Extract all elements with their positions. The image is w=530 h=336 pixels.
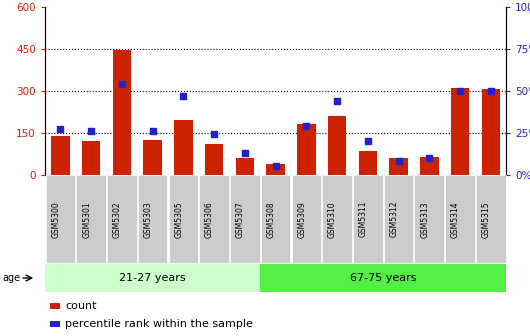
Point xyxy=(87,128,95,134)
Point xyxy=(56,127,65,132)
Text: GSM5301: GSM5301 xyxy=(82,201,91,238)
Bar xyxy=(359,151,377,175)
Bar xyxy=(144,140,162,175)
Text: GSM5303: GSM5303 xyxy=(144,201,153,238)
Text: GSM5315: GSM5315 xyxy=(482,201,491,238)
Bar xyxy=(174,120,192,175)
Bar xyxy=(113,50,131,175)
Point xyxy=(210,132,218,137)
Point xyxy=(456,88,464,93)
Text: GSM5310: GSM5310 xyxy=(328,201,337,238)
Text: GSM5309: GSM5309 xyxy=(297,201,306,238)
Bar xyxy=(267,164,285,175)
Point xyxy=(241,150,249,156)
Bar xyxy=(390,158,408,175)
Point xyxy=(148,128,157,134)
Bar xyxy=(482,89,500,175)
Point xyxy=(364,138,372,144)
Text: 21-27 years: 21-27 years xyxy=(119,273,186,283)
Bar xyxy=(82,141,100,175)
Point xyxy=(394,159,403,164)
Text: count: count xyxy=(65,301,96,311)
Text: GSM5313: GSM5313 xyxy=(420,201,429,238)
Text: GSM5302: GSM5302 xyxy=(113,201,122,238)
Text: GSM5314: GSM5314 xyxy=(451,201,460,238)
Point xyxy=(425,155,434,161)
Text: 67-75 years: 67-75 years xyxy=(350,273,417,283)
Bar xyxy=(420,157,438,175)
Text: GSM5305: GSM5305 xyxy=(174,201,183,238)
Text: GSM5311: GSM5311 xyxy=(359,201,368,238)
Bar xyxy=(205,144,223,175)
Bar xyxy=(236,158,254,175)
Text: GSM5312: GSM5312 xyxy=(390,201,399,238)
Text: age: age xyxy=(3,273,21,283)
Point xyxy=(333,98,341,103)
Point xyxy=(179,93,188,98)
Text: GSM5300: GSM5300 xyxy=(51,201,60,238)
Point xyxy=(271,164,280,169)
Text: GSM5306: GSM5306 xyxy=(205,201,214,238)
Text: percentile rank within the sample: percentile rank within the sample xyxy=(65,319,253,329)
Bar xyxy=(297,124,315,175)
Text: GSM5308: GSM5308 xyxy=(267,201,276,238)
Text: GSM5307: GSM5307 xyxy=(236,201,245,238)
Point xyxy=(302,123,311,129)
Point xyxy=(118,81,126,87)
Bar xyxy=(328,116,346,175)
Bar xyxy=(451,88,469,175)
Point xyxy=(487,88,495,93)
Bar xyxy=(51,135,69,175)
